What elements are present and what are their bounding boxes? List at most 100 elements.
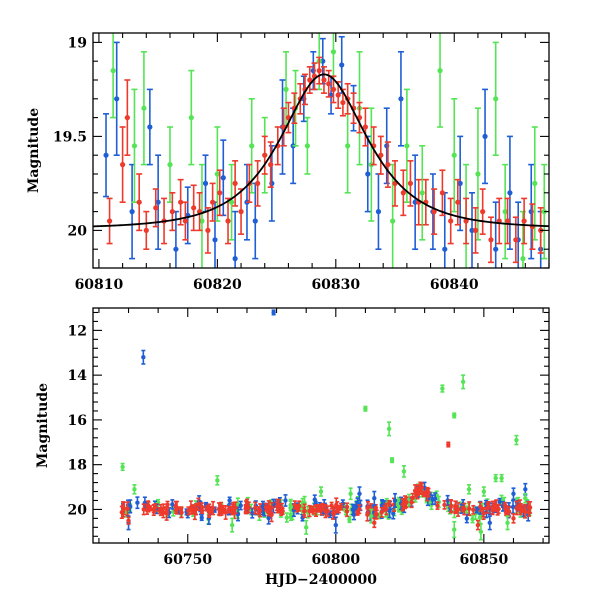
- top-y-tick-label: 19.5: [53, 129, 87, 145]
- bottom-red-baseline-point: [199, 506, 205, 515]
- bottom-red-baseline-point: [400, 497, 406, 512]
- top-red-point: [370, 126, 377, 166]
- top-red-point: [261, 135, 268, 175]
- top-blue-point: [412, 154, 419, 250]
- bottom-red-baseline-point: [301, 506, 307, 516]
- bottom-green-point: [120, 462, 125, 472]
- top-green-point: [419, 145, 426, 241]
- bottom-x-tick-label: 60850: [459, 552, 508, 568]
- bottom-blue-point: [357, 486, 362, 502]
- bottom-red-baseline-point: [320, 502, 325, 510]
- top-blue-point: [469, 192, 476, 268]
- bottom-panel-lightcurve-full: 60750 60800 60850 12 14 16 18 20 Magnitude HJD−…: [35, 307, 550, 588]
- bottom-green-point: [215, 475, 220, 486]
- top-red-point: [384, 141, 391, 188]
- bottom-green-baseline-point: [470, 514, 475, 524]
- bottom-green-point: [514, 434, 519, 446]
- bottom-blue-baseline-point: [474, 506, 479, 514]
- top-red-point: [330, 75, 337, 104]
- bottom-blue-point: [141, 349, 146, 365]
- bottom-red-baseline-point: [253, 501, 258, 515]
- bottom-green-point: [386, 421, 392, 437]
- bottom-red-baseline-point: [269, 501, 274, 514]
- top-green-point: [140, 50, 147, 166]
- top-red-point: [152, 188, 159, 228]
- bottom-red-baseline-point: [141, 503, 146, 516]
- bottom-red-baseline-point: [502, 501, 508, 510]
- top-red-point: [225, 197, 232, 245]
- bottom-red-baseline-point: [145, 500, 151, 511]
- bottom-red-baseline-point: [379, 506, 384, 518]
- top-green-point: [131, 88, 138, 203]
- top-blue-point: [232, 210, 239, 268]
- bottom-red-baseline-point: [164, 506, 169, 521]
- top-red-point: [106, 197, 113, 245]
- bottom-red-point: [244, 498, 250, 507]
- top-red-point: [209, 182, 216, 222]
- bottom-blue-baseline-point: [170, 499, 175, 510]
- top-blue-point: [172, 210, 179, 268]
- top-red-point: [356, 101, 363, 134]
- bottom-red-baseline-point: [257, 503, 263, 518]
- top-red-point: [362, 107, 369, 147]
- top-red-point: [463, 197, 470, 245]
- bottom-panel-marks: [119, 309, 533, 541]
- top-red-point: [320, 66, 327, 94]
- bottom-red-baseline-point: [178, 506, 184, 513]
- top-y-tick-label: 19: [68, 35, 87, 51]
- bottom-panel-ticks: 60750 60800 60850 12 14 16 18 20: [68, 308, 549, 568]
- top-red-point: [377, 135, 384, 175]
- top-red-point: [407, 160, 414, 207]
- top-green-point: [166, 126, 173, 203]
- bottom-red-baseline-point: [527, 501, 533, 514]
- bottom-blue-baseline-point: [445, 494, 450, 507]
- bottom-red-baseline-point: [481, 506, 486, 521]
- bottom-green-point: [523, 492, 528, 504]
- top-x-tick-label: 60840: [430, 277, 479, 293]
- top-red-point: [431, 188, 438, 235]
- top-blue-point: [129, 163, 136, 260]
- bottom-green-point: [363, 405, 368, 412]
- top-blue-point: [103, 113, 110, 198]
- bottom-green-point: [229, 517, 235, 533]
- top-blue-point: [146, 88, 153, 166]
- top-panel-ticks: 60810 60820 60830 60840 19 19.5 20: [53, 33, 550, 293]
- top-green-point: [188, 69, 195, 166]
- bottom-blue-point: [487, 515, 492, 531]
- bottom-blue-baseline-point: [250, 507, 255, 519]
- top-red-point: [487, 216, 494, 264]
- bottom-green-baseline-point: [284, 512, 290, 523]
- top-red-point: [496, 197, 503, 245]
- bottom-green-point: [493, 473, 498, 483]
- bottom-red-baseline-point: [279, 502, 285, 514]
- bottom-red-baseline-point: [263, 502, 269, 512]
- bottom-red-baseline-point: [344, 502, 350, 512]
- top-green-point: [304, 116, 311, 175]
- top-red-point: [182, 201, 189, 241]
- bottom-blue-point: [283, 494, 288, 507]
- bottom-red-baseline-point: [313, 504, 319, 518]
- bottom-red-baseline-point: [196, 497, 201, 512]
- top-red-point: [136, 173, 143, 232]
- bottom-blue-point: [271, 309, 276, 316]
- bottom-green-point: [303, 519, 309, 535]
- top-red-point: [232, 160, 239, 207]
- top-red-point: [472, 207, 479, 254]
- bottom-red-baseline-point: [151, 503, 156, 517]
- bottom-red-baseline-point: [190, 504, 195, 515]
- top-blue-point: [338, 35, 345, 94]
- bottom-red-baseline-point: [125, 501, 130, 516]
- top-blue-point: [383, 107, 390, 185]
- bottom-red-baseline-point: [454, 505, 459, 514]
- bottom-red-baseline-point: [490, 500, 495, 516]
- bottom-red-baseline-point: [357, 504, 362, 515]
- top-blue-point: [397, 50, 404, 147]
- bottom-red-baseline-point: [275, 498, 280, 514]
- bottom-green-point: [505, 515, 510, 531]
- top-red-point: [339, 88, 346, 117]
- bottom-red-baseline-point: [217, 503, 223, 517]
- top-red-point: [422, 178, 429, 226]
- bottom-red-baseline-point: [233, 501, 238, 514]
- bottom-red-baseline-point: [404, 496, 409, 509]
